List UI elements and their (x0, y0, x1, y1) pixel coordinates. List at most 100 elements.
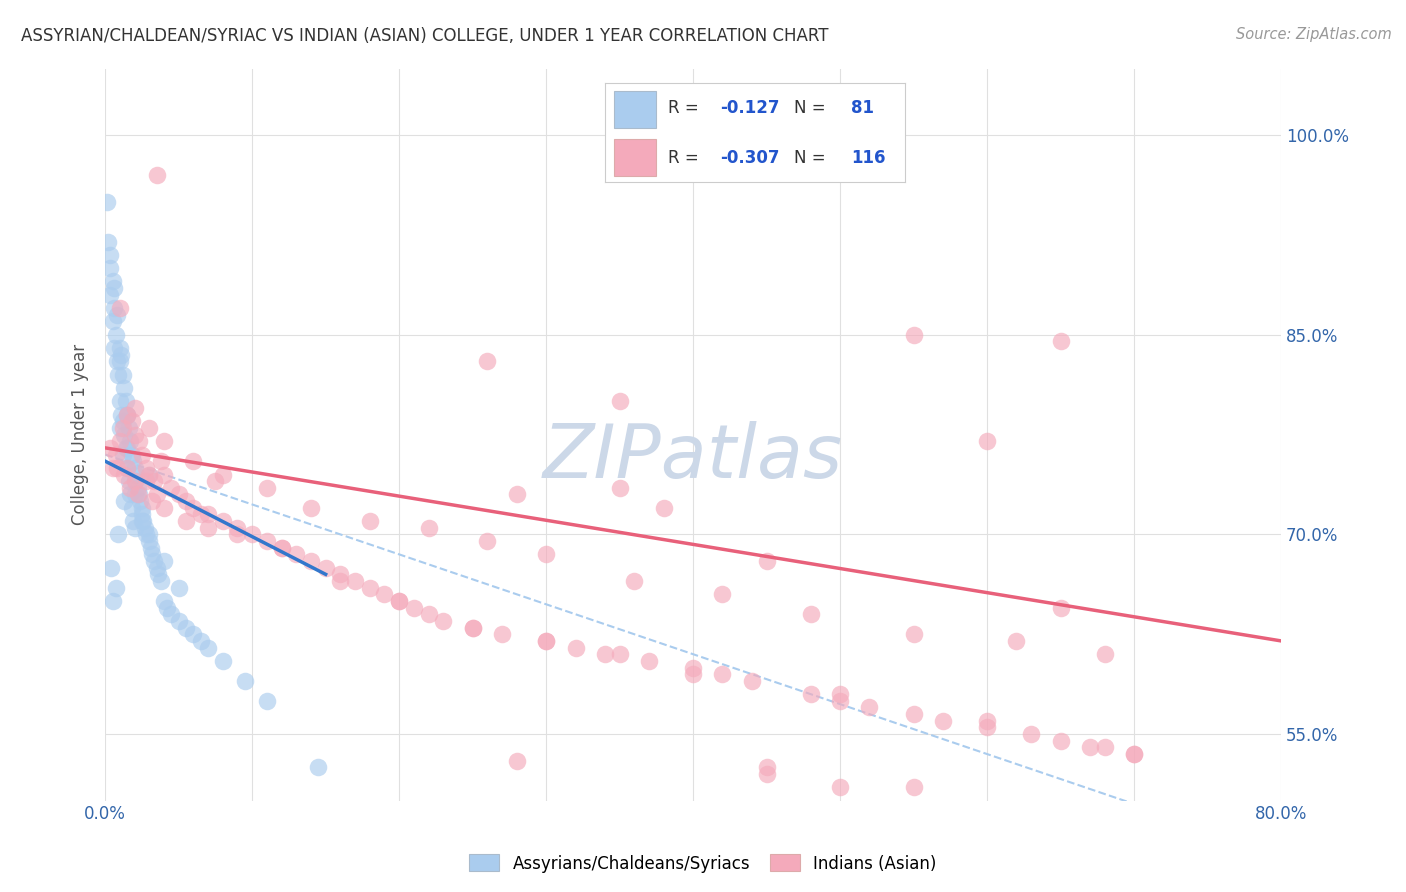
Point (256, 481, 278, 495)
Point (131, 508, 153, 522)
Point (858, 700, 880, 714)
Point (903, 707, 925, 722)
Point (1049, 733, 1071, 747)
Point (104, 327, 127, 342)
Point (800, 687, 823, 701)
Point (105, 308, 128, 322)
Point (609, 481, 631, 495)
Point (638, 654, 661, 668)
Point (240, 527, 263, 541)
Point (329, 567, 352, 582)
Point (828, 780, 851, 795)
Point (197, 521, 219, 535)
Point (110, 348, 132, 362)
Point (124, 460, 146, 475)
Point (124, 427, 146, 442)
Point (135, 474, 157, 488)
Point (418, 607, 440, 622)
Point (477, 354, 499, 368)
Point (107, 527, 129, 541)
Point (1078, 740, 1101, 755)
Point (564, 640, 586, 655)
Point (122, 514, 145, 528)
Point (828, 694, 851, 708)
Point (145, 168, 167, 182)
Point (534, 633, 557, 648)
Point (755, 767, 778, 781)
Point (160, 607, 183, 622)
Point (105, 460, 128, 475)
Point (402, 600, 425, 615)
Point (142, 554, 165, 568)
Point (197, 508, 219, 522)
Point (174, 514, 197, 528)
Point (134, 521, 156, 535)
Point (117, 408, 139, 422)
Point (120, 481, 142, 495)
Point (477, 534, 499, 549)
Point (226, 527, 249, 541)
Point (359, 581, 381, 595)
Point (110, 408, 132, 422)
Point (118, 421, 141, 435)
Point (270, 541, 292, 555)
Point (623, 574, 645, 588)
Point (211, 654, 233, 668)
Point (256, 534, 278, 549)
Point (976, 714, 998, 728)
Point (285, 547, 308, 561)
Point (315, 560, 337, 574)
Point (112, 381, 135, 395)
Point (256, 694, 278, 708)
Point (903, 627, 925, 641)
Point (120, 434, 142, 449)
Point (108, 341, 131, 355)
Point (593, 647, 616, 661)
Point (741, 673, 763, 688)
Point (124, 474, 146, 488)
Point (755, 760, 778, 774)
Point (138, 467, 160, 482)
Point (131, 500, 153, 515)
Point (711, 587, 734, 601)
Point (138, 534, 160, 549)
Point (114, 441, 136, 455)
Point (682, 667, 704, 681)
Point (98, 441, 121, 455)
Point (101, 275, 124, 289)
Point (98, 287, 121, 301)
Point (111, 421, 134, 435)
Point (153, 500, 176, 515)
Point (121, 500, 143, 515)
Point (124, 521, 146, 535)
Point (828, 687, 851, 701)
Point (117, 408, 139, 422)
Point (101, 594, 124, 608)
Point (1005, 633, 1028, 648)
Point (135, 527, 157, 541)
Point (506, 754, 529, 768)
Point (153, 554, 176, 568)
Point (124, 487, 146, 501)
Point (609, 394, 631, 409)
Point (652, 500, 675, 515)
Point (932, 714, 955, 728)
Point (117, 460, 139, 475)
Point (138, 467, 160, 482)
Point (131, 514, 153, 528)
Point (108, 301, 131, 315)
Point (117, 460, 139, 475)
Point (146, 567, 169, 582)
Point (125, 467, 148, 482)
Point (183, 500, 205, 515)
Point (183, 627, 205, 641)
Point (344, 574, 367, 588)
Point (112, 494, 135, 508)
Point (128, 434, 150, 449)
Point (107, 368, 129, 382)
Point (127, 481, 149, 495)
Point (141, 494, 163, 508)
Point (108, 421, 131, 435)
Point (506, 487, 529, 501)
Point (105, 354, 128, 368)
